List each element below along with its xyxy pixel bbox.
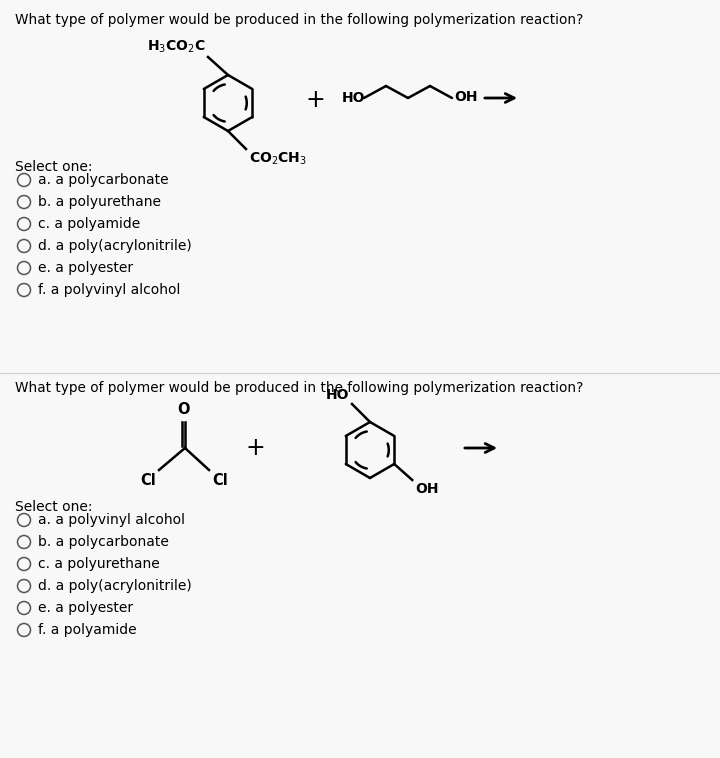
Text: d. a poly(acrylonitrile): d. a poly(acrylonitrile): [38, 239, 192, 253]
Text: Select one:: Select one:: [15, 500, 92, 514]
Text: What type of polymer would be produced in the following polymerization reaction?: What type of polymer would be produced i…: [15, 381, 583, 395]
Text: a. a polycarbonate: a. a polycarbonate: [38, 173, 168, 187]
Text: f. a polyvinyl alcohol: f. a polyvinyl alcohol: [38, 283, 181, 297]
Text: CO$_2$CH$_3$: CO$_2$CH$_3$: [249, 151, 307, 168]
Text: OH: OH: [454, 90, 477, 104]
Text: +: +: [245, 436, 265, 460]
Text: b. a polyurethane: b. a polyurethane: [38, 195, 161, 209]
Text: O: O: [177, 402, 190, 417]
Text: Cl: Cl: [212, 473, 228, 488]
Text: +: +: [305, 88, 325, 112]
Text: e. a polyester: e. a polyester: [38, 601, 133, 615]
Text: OH: OH: [415, 482, 438, 496]
Text: Select one:: Select one:: [15, 160, 92, 174]
Text: Cl: Cl: [140, 473, 156, 488]
Text: d. a poly(acrylonitrile): d. a poly(acrylonitrile): [38, 579, 192, 593]
Text: HO: HO: [325, 388, 349, 402]
Text: a. a polyvinyl alcohol: a. a polyvinyl alcohol: [38, 513, 185, 527]
Text: What type of polymer would be produced in the following polymerization reaction?: What type of polymer would be produced i…: [15, 13, 583, 27]
Text: b. a polycarbonate: b. a polycarbonate: [38, 535, 169, 549]
Text: c. a polyurethane: c. a polyurethane: [38, 557, 160, 571]
Text: e. a polyester: e. a polyester: [38, 261, 133, 275]
Text: f. a polyamide: f. a polyamide: [38, 623, 137, 637]
Text: H$_3$CO$_2$C: H$_3$CO$_2$C: [147, 39, 205, 55]
Text: c. a polyamide: c. a polyamide: [38, 217, 140, 231]
Text: HO: HO: [342, 91, 366, 105]
